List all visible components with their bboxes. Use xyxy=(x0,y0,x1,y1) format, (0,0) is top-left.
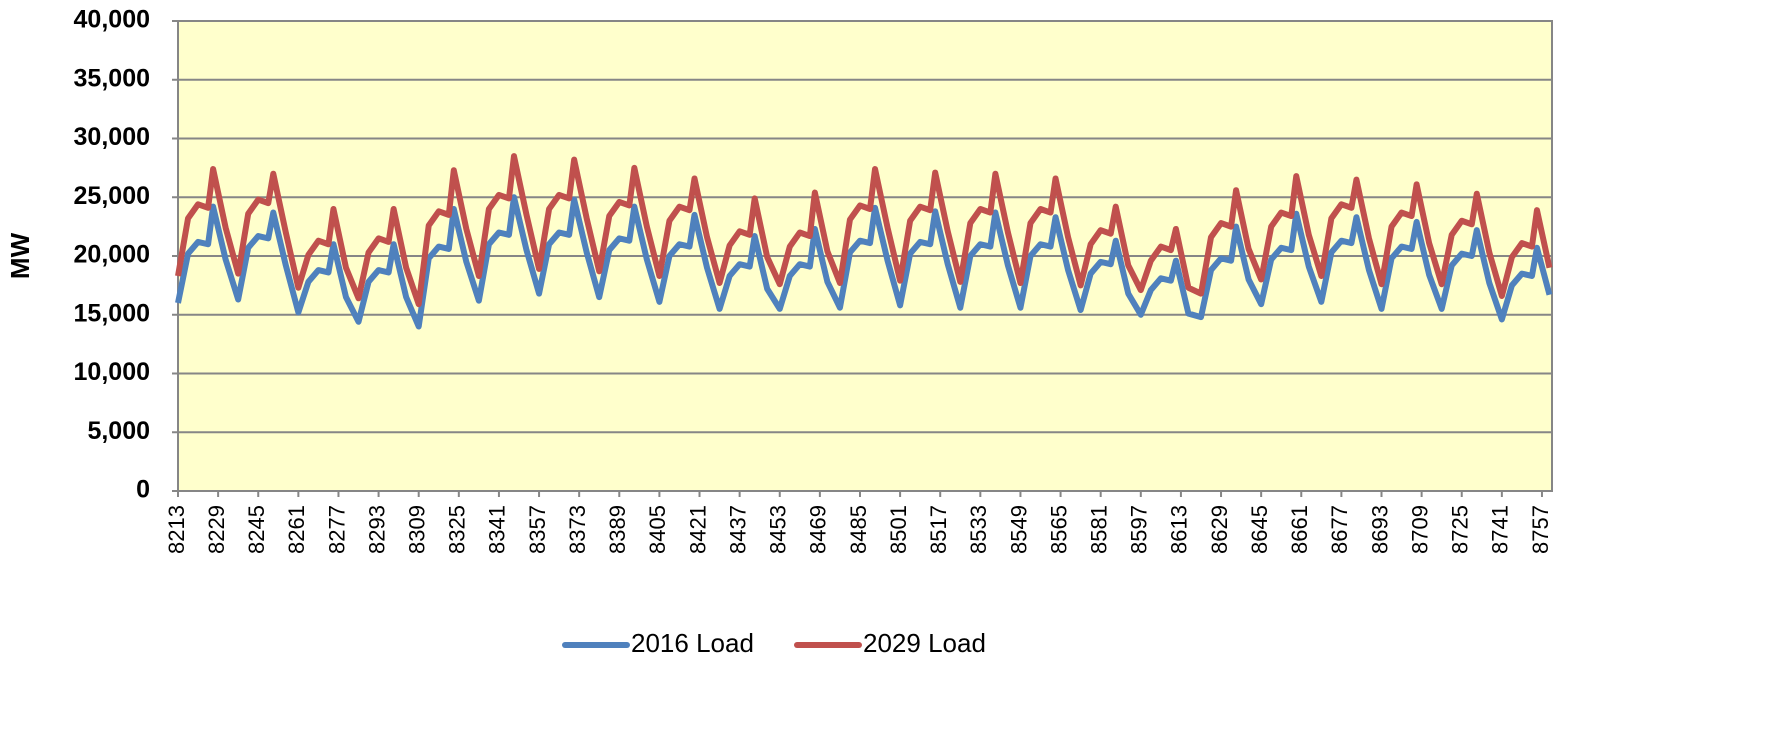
x-tick-label: 8213 xyxy=(164,505,189,554)
x-tick-label: 8453 xyxy=(766,505,791,554)
y-tick-label: 10,000 xyxy=(74,358,150,386)
x-tick-label: 8517 xyxy=(926,505,951,554)
x-tick-label: 8293 xyxy=(364,505,389,554)
x-tick-label: 8421 xyxy=(685,505,710,554)
x-tick-label: 8565 xyxy=(1046,505,1071,554)
x-tick-label: 8581 xyxy=(1086,505,1111,554)
x-tick-label: 8405 xyxy=(645,505,670,554)
y-tick-label: 15,000 xyxy=(74,299,150,327)
y-tick-label: 30,000 xyxy=(74,123,150,151)
x-tick-label: 8341 xyxy=(485,505,510,554)
y-axis-label: MW xyxy=(5,232,35,279)
y-tick-label: 0 xyxy=(136,476,150,504)
x-tick-label: 8357 xyxy=(525,505,550,554)
x-tick-label: 8245 xyxy=(244,505,269,554)
x-tick-label: 8485 xyxy=(846,505,871,554)
y-tick-label: 20,000 xyxy=(74,241,150,269)
x-tick-label: 8373 xyxy=(565,505,590,554)
x-tick-label: 8325 xyxy=(445,505,470,554)
x-tick-label: 8501 xyxy=(886,505,911,554)
x-tick-label: 8613 xyxy=(1167,505,1192,554)
legend-label: 2016 Load xyxy=(631,628,754,658)
y-tick-label: 25,000 xyxy=(74,182,150,210)
y-tick-label: 35,000 xyxy=(74,64,150,92)
x-tick-label: 8661 xyxy=(1287,505,1312,554)
x-tick-label: 8757 xyxy=(1528,505,1553,554)
plot-border xyxy=(177,20,1553,492)
x-tick-label: 8533 xyxy=(966,505,991,554)
x-tick-label: 8629 xyxy=(1207,505,1232,554)
x-tick-label: 8709 xyxy=(1407,505,1432,554)
x-tick-label: 8309 xyxy=(405,505,430,554)
series-line xyxy=(175,153,1553,308)
y-tick-label: 5,000 xyxy=(87,417,150,445)
y-tick-label: 40,000 xyxy=(74,6,150,34)
x-tick-label: 8469 xyxy=(806,505,831,554)
x-tick-label: 8725 xyxy=(1448,505,1473,554)
series-line xyxy=(175,194,1553,330)
x-tick-label: 8437 xyxy=(725,505,750,554)
x-tick-label: 8389 xyxy=(605,505,630,554)
x-tick-label: 8645 xyxy=(1247,505,1272,554)
x-tick-label: 8677 xyxy=(1327,505,1352,554)
x-tick-label: 8693 xyxy=(1367,505,1392,554)
x-tick-label: 8549 xyxy=(1006,505,1031,554)
x-tick-label: 8741 xyxy=(1488,505,1513,554)
x-tick-label: 8261 xyxy=(284,505,309,554)
x-tick-label: 8277 xyxy=(324,505,349,554)
x-tick-label: 8597 xyxy=(1127,505,1152,554)
x-tick-label: 8229 xyxy=(204,505,229,554)
legend-label: 2029 Load xyxy=(863,628,986,658)
